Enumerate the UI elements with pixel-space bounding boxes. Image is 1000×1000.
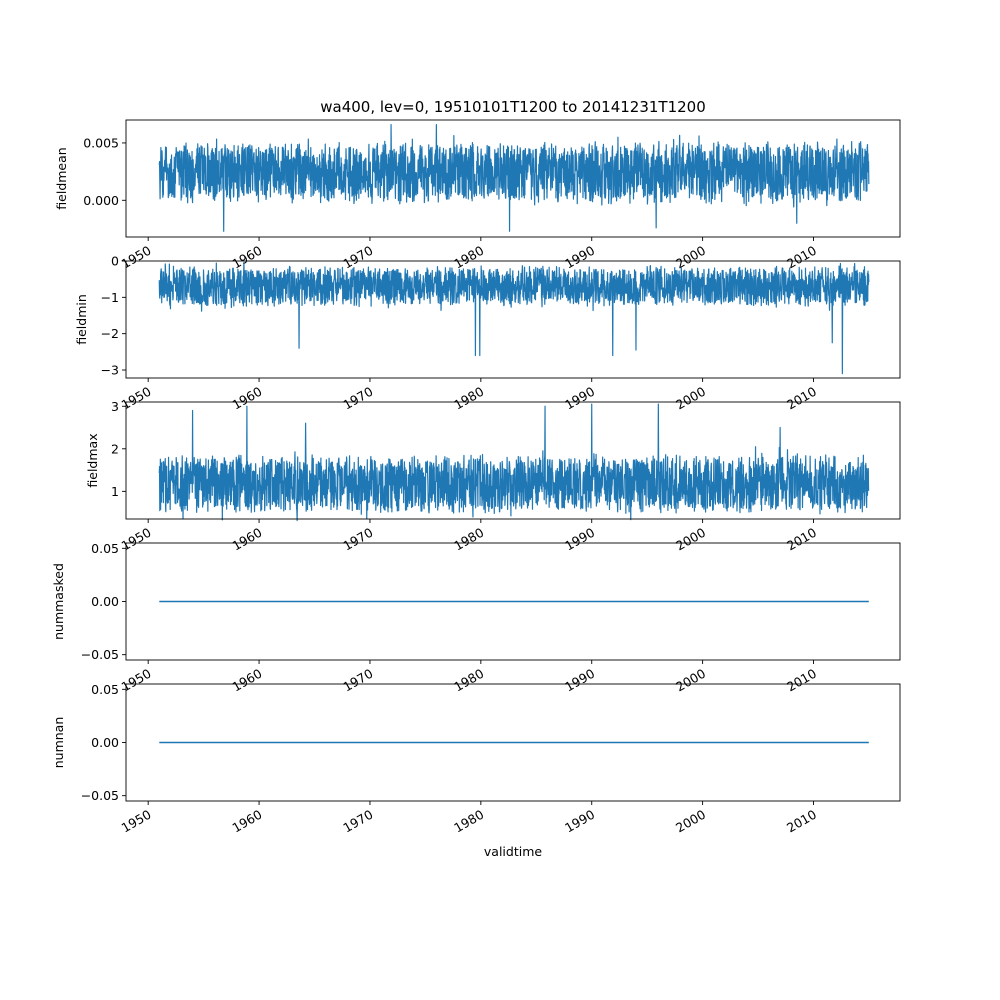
- chart-title: wa400, lev=0, 19510101T1200 to 20141231T…: [320, 98, 706, 116]
- fieldmax-y-tick-label: 3: [111, 399, 119, 414]
- fieldmax-y-tick-label: 1: [111, 484, 119, 499]
- numnan-y-tick-label: −0.05: [81, 788, 119, 803]
- ylabel-nummasked: nummasked: [51, 563, 66, 640]
- fieldmin-axes-frame: [125, 260, 901, 379]
- fieldmax-axes-frame: [125, 401, 901, 520]
- ylabel-fieldmean: fieldmean: [54, 147, 69, 209]
- fieldmin-y-tick-label: 0: [111, 254, 119, 269]
- numnan-y-tick-label: 0.05: [91, 682, 119, 697]
- nummasked-y-tick-label: 0.05: [91, 541, 119, 556]
- numnan-y-tick-label: 0.00: [91, 735, 119, 750]
- fieldmin-y-tick-label: −1: [101, 290, 119, 305]
- nummasked-y-tick-label: 0.00: [91, 594, 119, 609]
- ylabel-numnan: numnan: [51, 717, 66, 769]
- fieldmin-series-line: [158, 261, 870, 375]
- xlabel-validtime: validtime: [484, 844, 542, 859]
- fieldmean-y-tick-label: 0.000: [83, 193, 119, 208]
- fieldmean-series-line: [158, 123, 870, 232]
- fieldmean-y-tick-label: 0.005: [83, 135, 119, 150]
- ylabel-fieldmax: fieldmax: [85, 433, 100, 487]
- fieldmax-series-line: [158, 403, 870, 522]
- fieldmin-y-tick-label: −2: [101, 326, 119, 341]
- nummasked-y-tick-label: −0.05: [81, 647, 119, 662]
- fieldmin-y-tick-label: −3: [101, 363, 119, 378]
- ylabel-fieldmin: fieldmin: [74, 294, 89, 345]
- fieldmean-axes-frame: [125, 119, 901, 238]
- fieldmax-y-tick-label: 2: [111, 441, 119, 456]
